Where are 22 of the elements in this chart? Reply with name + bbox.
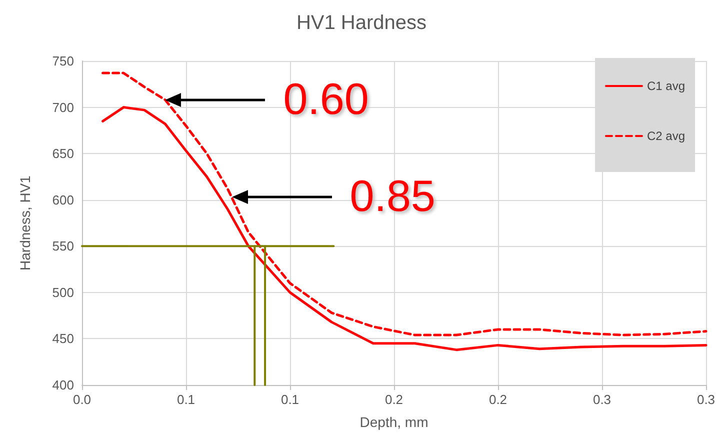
x-tick-label: 0.3 [696, 392, 716, 407]
y-tick-label: 600 [52, 192, 74, 208]
x-tick-label: 0.2 [488, 392, 508, 407]
y-tick-label: 450 [52, 331, 74, 346]
annotation: 0.85 [350, 172, 436, 222]
x-tick-label: 0.1 [176, 392, 196, 407]
legend-label: C2 avg [646, 129, 686, 143]
y-tick-label: 500 [52, 284, 74, 300]
annotation: 0.60 [283, 74, 369, 124]
y-axis-title: Hardness, HV1 [17, 175, 33, 270]
y-tick-label: 700 [52, 100, 74, 115]
x-tick-label: 0.3 [592, 392, 612, 407]
chart-title: HV1 Hardness [296, 12, 427, 34]
y-tick-label: 400 [52, 378, 74, 392]
y-tick-label: 550 [52, 238, 74, 254]
x-tick-label: 0.2 [384, 392, 404, 407]
y-tick-label: 650 [52, 146, 74, 162]
x-tick-label: 0.0 [72, 392, 92, 407]
x-tick-label: 0.1 [280, 392, 300, 407]
x-axis-title: Depth, mm [360, 414, 428, 430]
legend-label: C1 avg [646, 79, 686, 93]
y-tick-label: 750 [52, 54, 74, 68]
